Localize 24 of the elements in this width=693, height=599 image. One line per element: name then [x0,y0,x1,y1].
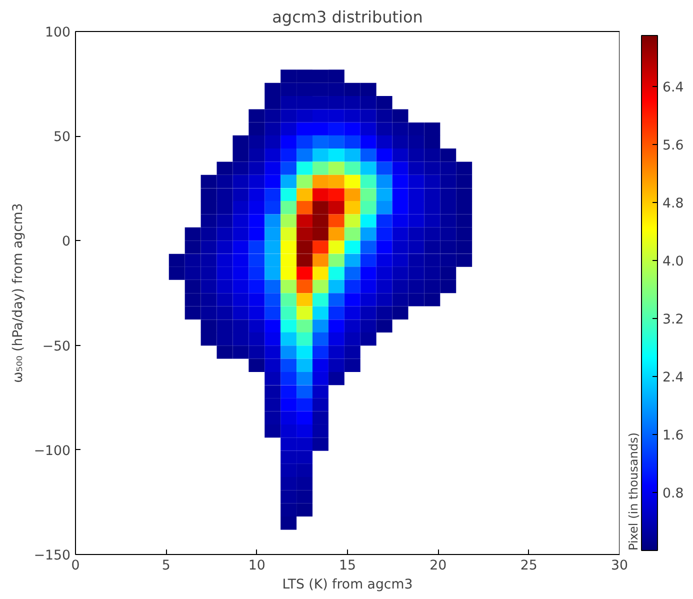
color-bar-label: 1.6 [662,428,684,444]
y-axis-title: ω₅₀₀ (hPa/day) from agcm3 [10,203,26,383]
y-tick-label: −150 [34,548,71,564]
x-tick-label: 15 [339,558,356,574]
color-bar-label: 3.2 [662,312,684,328]
x-tick-label: 20 [430,558,447,574]
y-tick-label: −50 [42,339,71,354]
y-tick-label: −100 [34,444,71,459]
x-axis-title: LTS (K) from agcm3 [282,578,413,592]
x-tick-label: 10 [248,558,266,574]
y-tick-label: 0 [62,234,71,250]
color-bar-label: 4.8 [662,196,684,212]
x-tick-label: 25 [520,558,538,574]
color-bar-label: 2.4 [662,370,684,386]
x-tick-label: 5 [162,558,170,574]
color-bar-label: 6.4 [662,80,684,96]
color-bar-label: 5.6 [662,138,684,154]
y-tick-label: 50 [54,130,71,146]
x-tick-label: 30 [611,558,628,574]
color-bar-label: 4.0 [662,254,684,270]
color-bar-title: Pixel (in thousands) [626,432,640,550]
chart-title: agcm3 distribution [272,8,423,26]
color-bar-label: 0.8 [662,486,684,502]
y-tick-label: 100 [45,26,71,40]
